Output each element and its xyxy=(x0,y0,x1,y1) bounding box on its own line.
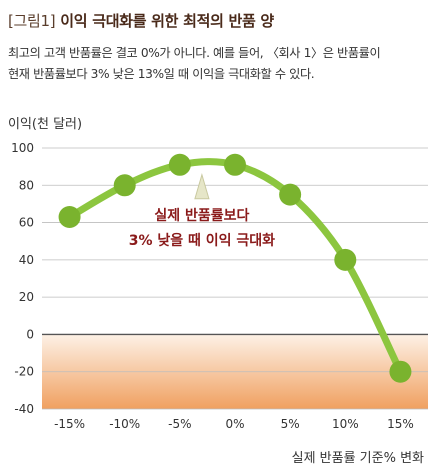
y-tick-label: -20 xyxy=(14,365,34,379)
data-point xyxy=(113,174,136,197)
y-tick-label: 80 xyxy=(19,178,34,192)
figure-title-text: 이익 극대화를 위한 최적의 반품 양 xyxy=(60,12,274,30)
figure-tag: [그림1] xyxy=(8,12,56,30)
x-tick-label: -15% xyxy=(54,417,85,431)
x-tick-label: 10% xyxy=(332,417,359,431)
description-line-1: 최고의 고객 반품률은 결코 0%가 아니다. 예를 들어, 〈회사 1〉은 반… xyxy=(8,46,381,60)
data-point xyxy=(58,205,81,228)
y-tick-label: 20 xyxy=(19,290,34,304)
y-tick-label: 60 xyxy=(19,216,34,230)
data-point xyxy=(279,183,302,206)
peak-pointer xyxy=(194,172,210,200)
x-axis-title: 실제 반품률 기준% 변화 xyxy=(292,451,424,466)
y-axis-title: 이익(천 달러) xyxy=(8,117,82,132)
annotation-line: 3% 낮을 때 이익 극대화 xyxy=(129,232,275,249)
x-tick-label: 0% xyxy=(225,417,244,431)
data-point xyxy=(389,360,412,383)
data-point xyxy=(334,248,357,271)
annotation-line: 실제 반품률보다 xyxy=(154,207,249,224)
figure-description: 최고의 고객 반품률은 결코 0%가 아니다. 예를 들어, 〈회사 1〉은 반… xyxy=(8,43,426,85)
description-line-2: 현재 반품률보다 3% 낮은 13%일 때 이익을 극대화할 수 있다. xyxy=(8,67,315,81)
x-tick-label: 15% xyxy=(387,417,414,431)
y-tick-label: 40 xyxy=(19,253,34,267)
y-tick-label: -40 xyxy=(14,402,34,416)
y-tick-label: 100 xyxy=(11,141,34,155)
x-tick-label: 5% xyxy=(281,417,300,431)
data-point xyxy=(224,153,246,176)
data-point xyxy=(168,153,191,176)
y-tick-label: 0 xyxy=(26,327,34,341)
figure-title: [그림1] 이익 극대화를 위한 최적의 반품 양 xyxy=(8,10,274,31)
x-tick-label: -5% xyxy=(168,417,191,431)
x-tick-label: -10% xyxy=(109,417,140,431)
